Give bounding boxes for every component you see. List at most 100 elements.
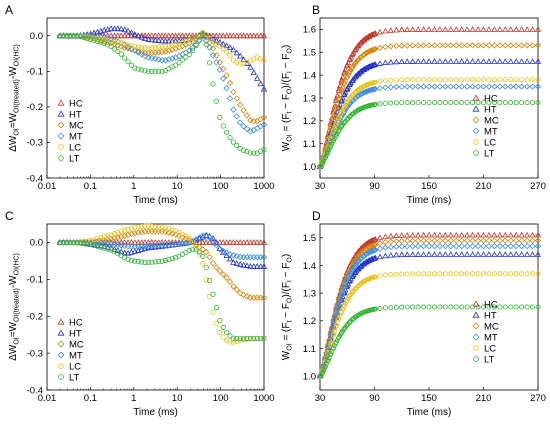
data-point-mt bbox=[518, 243, 525, 250]
data-point-lc bbox=[217, 43, 223, 49]
data-point-hc bbox=[464, 26, 471, 32]
data-point-ht bbox=[529, 251, 536, 257]
data-point-ht bbox=[464, 58, 471, 64]
data-point-mc bbox=[387, 238, 394, 245]
data-point-lt bbox=[77, 240, 84, 246]
y-tick-label: -0.2 bbox=[27, 312, 43, 323]
legend-label-mc: MC bbox=[484, 115, 499, 126]
data-point-lt bbox=[459, 100, 465, 106]
data-point-mt bbox=[209, 51, 217, 59]
data-point-mc bbox=[226, 278, 234, 285]
legend-marker-lt bbox=[58, 374, 64, 380]
data-point-lt bbox=[377, 305, 383, 311]
data-point-hc bbox=[453, 231, 460, 238]
data-point-ht bbox=[431, 251, 438, 257]
data-point-lt bbox=[230, 139, 237, 145]
data-point-lt bbox=[437, 304, 443, 310]
data-point-hc bbox=[529, 26, 536, 32]
data-point-hc bbox=[165, 239, 173, 245]
data-point-hc bbox=[513, 26, 520, 32]
data-point-lc bbox=[377, 78, 383, 84]
data-point-lt bbox=[77, 34, 84, 40]
data-point-mt bbox=[206, 234, 213, 241]
data-point-lc bbox=[337, 113, 343, 118]
data-point-lc bbox=[486, 77, 492, 83]
x-tick-label: 270 bbox=[530, 181, 546, 192]
data-point-lt bbox=[74, 33, 80, 39]
data-point-hc bbox=[496, 26, 503, 32]
data-point-lt bbox=[322, 155, 328, 161]
data-point-lc bbox=[227, 339, 233, 345]
legend-label-lt: LT bbox=[484, 148, 495, 159]
y-tick-label: 0.0 bbox=[30, 31, 43, 42]
data-point-lt bbox=[448, 304, 454, 310]
data-point-lt bbox=[111, 46, 118, 52]
data-point-lt bbox=[125, 59, 131, 65]
data-point-lc bbox=[513, 271, 519, 277]
panel-b: B 30 90 150 210 270 1.0 1.1 1.2 1.3 1.4 1.5 1.6 Time … bbox=[281, 3, 546, 206]
y-axis-label-part: − F bbox=[281, 263, 292, 281]
data-point-mc bbox=[398, 237, 405, 245]
data-point-hc bbox=[107, 32, 115, 39]
data-point-lc bbox=[91, 35, 97, 41]
data-point-lc bbox=[156, 44, 162, 50]
data-point-lt bbox=[91, 37, 97, 43]
data-point-lt bbox=[251, 335, 257, 341]
data-point-lc bbox=[145, 45, 152, 51]
data-point-lt bbox=[84, 241, 90, 247]
data-point-lt bbox=[323, 153, 329, 158]
data-point-lc bbox=[200, 260, 206, 266]
data-point-mt bbox=[360, 90, 367, 97]
data-point-mc bbox=[330, 113, 337, 120]
data-point-lc bbox=[108, 38, 114, 44]
data-point-ht bbox=[121, 26, 128, 33]
data-point-ht bbox=[447, 251, 454, 257]
data-point-mc bbox=[376, 240, 384, 247]
data-point-lc bbox=[464, 77, 470, 83]
data-point-mt bbox=[240, 123, 247, 130]
data-point-ht bbox=[121, 249, 128, 256]
data-point-mc bbox=[213, 264, 220, 271]
data-point-mc bbox=[393, 238, 400, 245]
y-tick-label: -0.4 bbox=[27, 385, 43, 396]
legend-marker-mt bbox=[57, 351, 65, 359]
data-point-mt bbox=[382, 244, 389, 251]
y-axis-label-subscript: I bbox=[287, 71, 294, 73]
data-point-mc bbox=[158, 48, 166, 56]
data-point-lt bbox=[491, 304, 497, 310]
data-point-lc bbox=[203, 277, 209, 283]
data-point-lt bbox=[179, 57, 186, 63]
data-point-lc bbox=[373, 274, 378, 280]
data-point-lc bbox=[169, 227, 175, 233]
data-point-lt bbox=[196, 37, 203, 43]
data-point-lc bbox=[421, 271, 427, 277]
data-point-hc bbox=[415, 26, 422, 32]
data-point-ht bbox=[213, 239, 220, 246]
data-point-mc bbox=[502, 42, 509, 49]
y-tick-label: 1.0 bbox=[303, 162, 316, 173]
data-point-lc bbox=[213, 320, 220, 326]
legend-marker-mc bbox=[57, 340, 65, 348]
data-point-mc bbox=[331, 110, 338, 117]
data-point-lc bbox=[234, 338, 240, 344]
data-point-mc bbox=[415, 237, 422, 244]
data-point-ht bbox=[216, 39, 224, 45]
data-point-lt bbox=[105, 246, 111, 252]
data-point-lt bbox=[81, 240, 87, 246]
data-point-lc bbox=[530, 77, 536, 83]
data-point-lt bbox=[74, 239, 80, 246]
data-point-mt bbox=[233, 252, 241, 260]
data-point-ht bbox=[353, 72, 360, 78]
data-point-hc bbox=[382, 233, 389, 240]
data-point-lc bbox=[388, 77, 394, 83]
data-point-lc bbox=[128, 225, 135, 231]
data-point-hc bbox=[114, 239, 122, 245]
data-point-lt bbox=[421, 100, 427, 106]
data-point-mt bbox=[356, 257, 363, 264]
y-axis-label-part: ) bbox=[281, 45, 292, 48]
data-point-mc bbox=[485, 237, 493, 244]
y-tick-label: -0.1 bbox=[27, 275, 43, 286]
data-point-lt bbox=[60, 33, 67, 39]
data-point-mc bbox=[376, 44, 384, 51]
data-point-mc bbox=[114, 234, 122, 241]
